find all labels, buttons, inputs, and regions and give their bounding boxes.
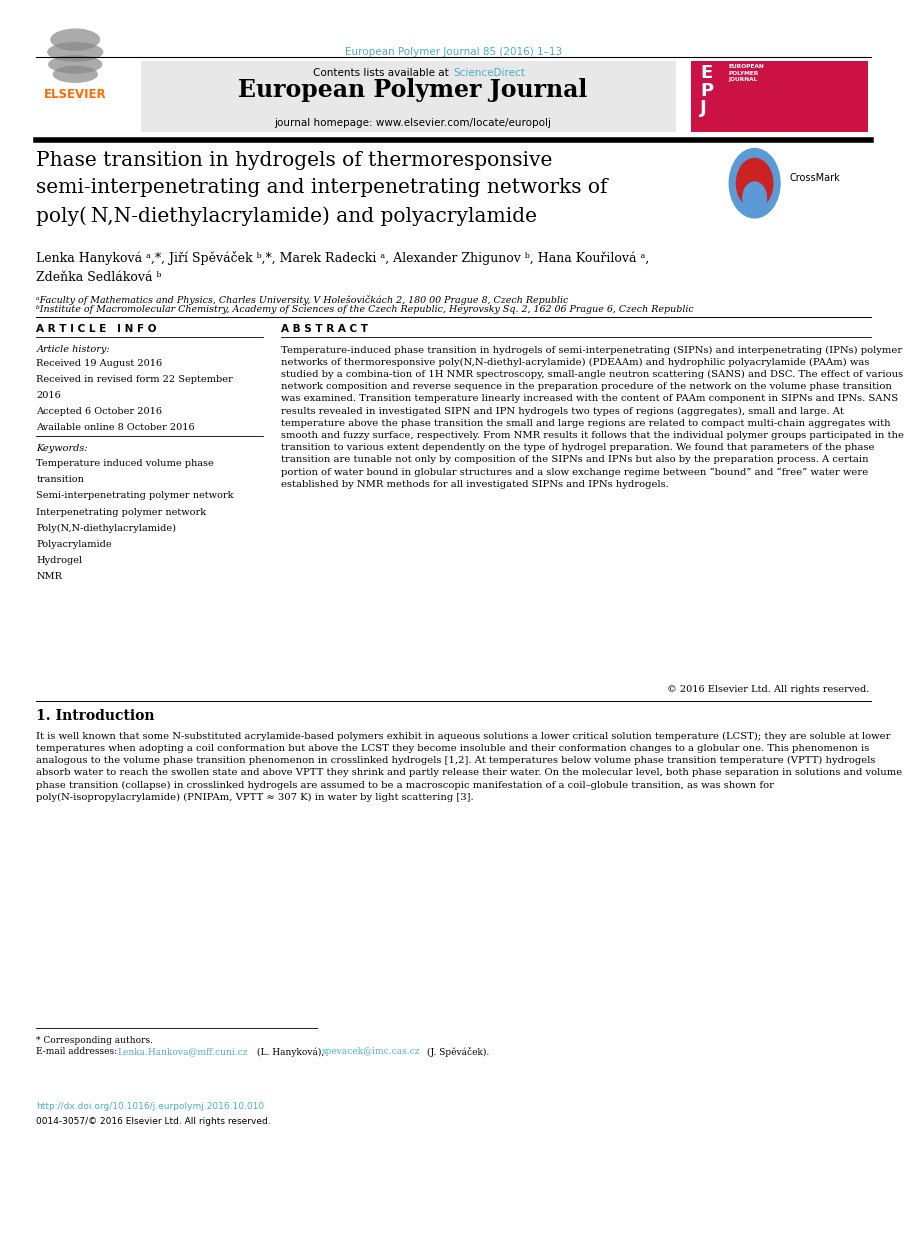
Text: ScienceDirect: ScienceDirect	[454, 68, 525, 78]
Text: Poly(N,N-diethylacrylamide): Poly(N,N-diethylacrylamide)	[36, 524, 176, 532]
Text: P: P	[700, 82, 713, 100]
Text: transition: transition	[36, 475, 84, 484]
Text: Temperature-induced phase transition in hydrogels of semi-interpenetrating (SIPN: Temperature-induced phase transition in …	[281, 345, 904, 489]
Circle shape	[743, 182, 766, 214]
Text: E: E	[700, 64, 713, 83]
Text: Accepted 6 October 2016: Accepted 6 October 2016	[36, 407, 162, 416]
FancyBboxPatch shape	[141, 61, 676, 132]
Ellipse shape	[48, 54, 102, 74]
Text: Received 19 August 2016: Received 19 August 2016	[36, 359, 162, 368]
Text: © 2016 Elsevier Ltd. All rights reserved.: © 2016 Elsevier Ltd. All rights reserved…	[667, 685, 869, 693]
Text: It is well known that some N-substituted acrylamide-based polymers exhibit in aq: It is well known that some N-substituted…	[36, 732, 902, 802]
Text: Temperature induced volume phase: Temperature induced volume phase	[36, 459, 214, 468]
Text: Available online 8 October 2016: Available online 8 October 2016	[36, 423, 195, 432]
Text: 0014-3057/© 2016 Elsevier Ltd. All rights reserved.: 0014-3057/© 2016 Elsevier Ltd. All right…	[36, 1117, 271, 1125]
Circle shape	[736, 158, 773, 208]
Circle shape	[729, 149, 780, 218]
Text: E-mail addresses:: E-mail addresses:	[36, 1047, 121, 1056]
Text: spevacek@imc.cas.cz: spevacek@imc.cas.cz	[322, 1047, 421, 1056]
Text: ᵇInstitute of Macromolecular Chemistry, Academy of Sciences of the Czech Republi: ᵇInstitute of Macromolecular Chemistry, …	[36, 305, 694, 313]
Text: ᵃFaculty of Mathematics and Physics, Charles University, V Holešovičkách 2, 180 : ᵃFaculty of Mathematics and Physics, Cha…	[36, 295, 569, 305]
Text: (L. Hanyková),: (L. Hanyková),	[254, 1047, 327, 1057]
Text: European Polymer Journal 85 (2016) 1–13: European Polymer Journal 85 (2016) 1–13	[345, 47, 562, 57]
Text: J: J	[700, 99, 707, 118]
Text: A B S T R A C T: A B S T R A C T	[281, 324, 368, 334]
Ellipse shape	[51, 28, 100, 51]
Text: Lenka Hanyková ᵃ,*, Jiří Spěváček ᵇ,*, Marek Radecki ᵃ, Alexander Zhigunov ᵇ, Ha: Lenka Hanyková ᵃ,*, Jiří Spěváček ᵇ,*, M…	[36, 251, 649, 285]
Text: 2016: 2016	[36, 391, 61, 400]
Text: Polyacrylamide: Polyacrylamide	[36, 540, 112, 548]
Text: Interpenetrating polymer network: Interpenetrating polymer network	[36, 508, 207, 516]
Text: Article history:: Article history:	[36, 345, 110, 354]
Ellipse shape	[53, 66, 98, 83]
Text: Semi-interpenetrating polymer network: Semi-interpenetrating polymer network	[36, 491, 234, 500]
Text: Contents lists available at: Contents lists available at	[313, 68, 452, 78]
Text: European Polymer Journal: European Polymer Journal	[238, 78, 588, 103]
FancyBboxPatch shape	[691, 61, 868, 132]
Text: ELSEVIER: ELSEVIER	[44, 88, 107, 102]
Text: * Corresponding authors.: * Corresponding authors.	[36, 1036, 153, 1045]
Text: Received in revised form 22 September: Received in revised form 22 September	[36, 375, 233, 384]
Text: Lenka.Hankova@mff.cuni.cz: Lenka.Hankova@mff.cuni.cz	[118, 1047, 249, 1056]
Text: journal homepage: www.elsevier.com/locate/europolj: journal homepage: www.elsevier.com/locat…	[274, 118, 551, 128]
Text: Keywords:: Keywords:	[36, 444, 88, 453]
Text: EUROPEAN
POLYMER
JOURNAL: EUROPEAN POLYMER JOURNAL	[728, 64, 764, 82]
Text: http://dx.doi.org/10.1016/j.eurpolymj.2016.10.010: http://dx.doi.org/10.1016/j.eurpolymj.20…	[36, 1102, 265, 1110]
Text: NMR: NMR	[36, 572, 63, 581]
Text: (J. Spěváček).: (J. Spěváček).	[424, 1047, 490, 1057]
Text: 1. Introduction: 1. Introduction	[36, 709, 155, 723]
Text: A R T I C L E   I N F O: A R T I C L E I N F O	[36, 324, 157, 334]
Text: Phase transition in hydrogels of thermoresponsive
semi-interpenetrating and inte: Phase transition in hydrogels of thermor…	[36, 151, 608, 225]
Ellipse shape	[47, 42, 103, 62]
Text: CrossMark: CrossMark	[789, 173, 840, 183]
Text: Hydrogel: Hydrogel	[36, 556, 83, 565]
